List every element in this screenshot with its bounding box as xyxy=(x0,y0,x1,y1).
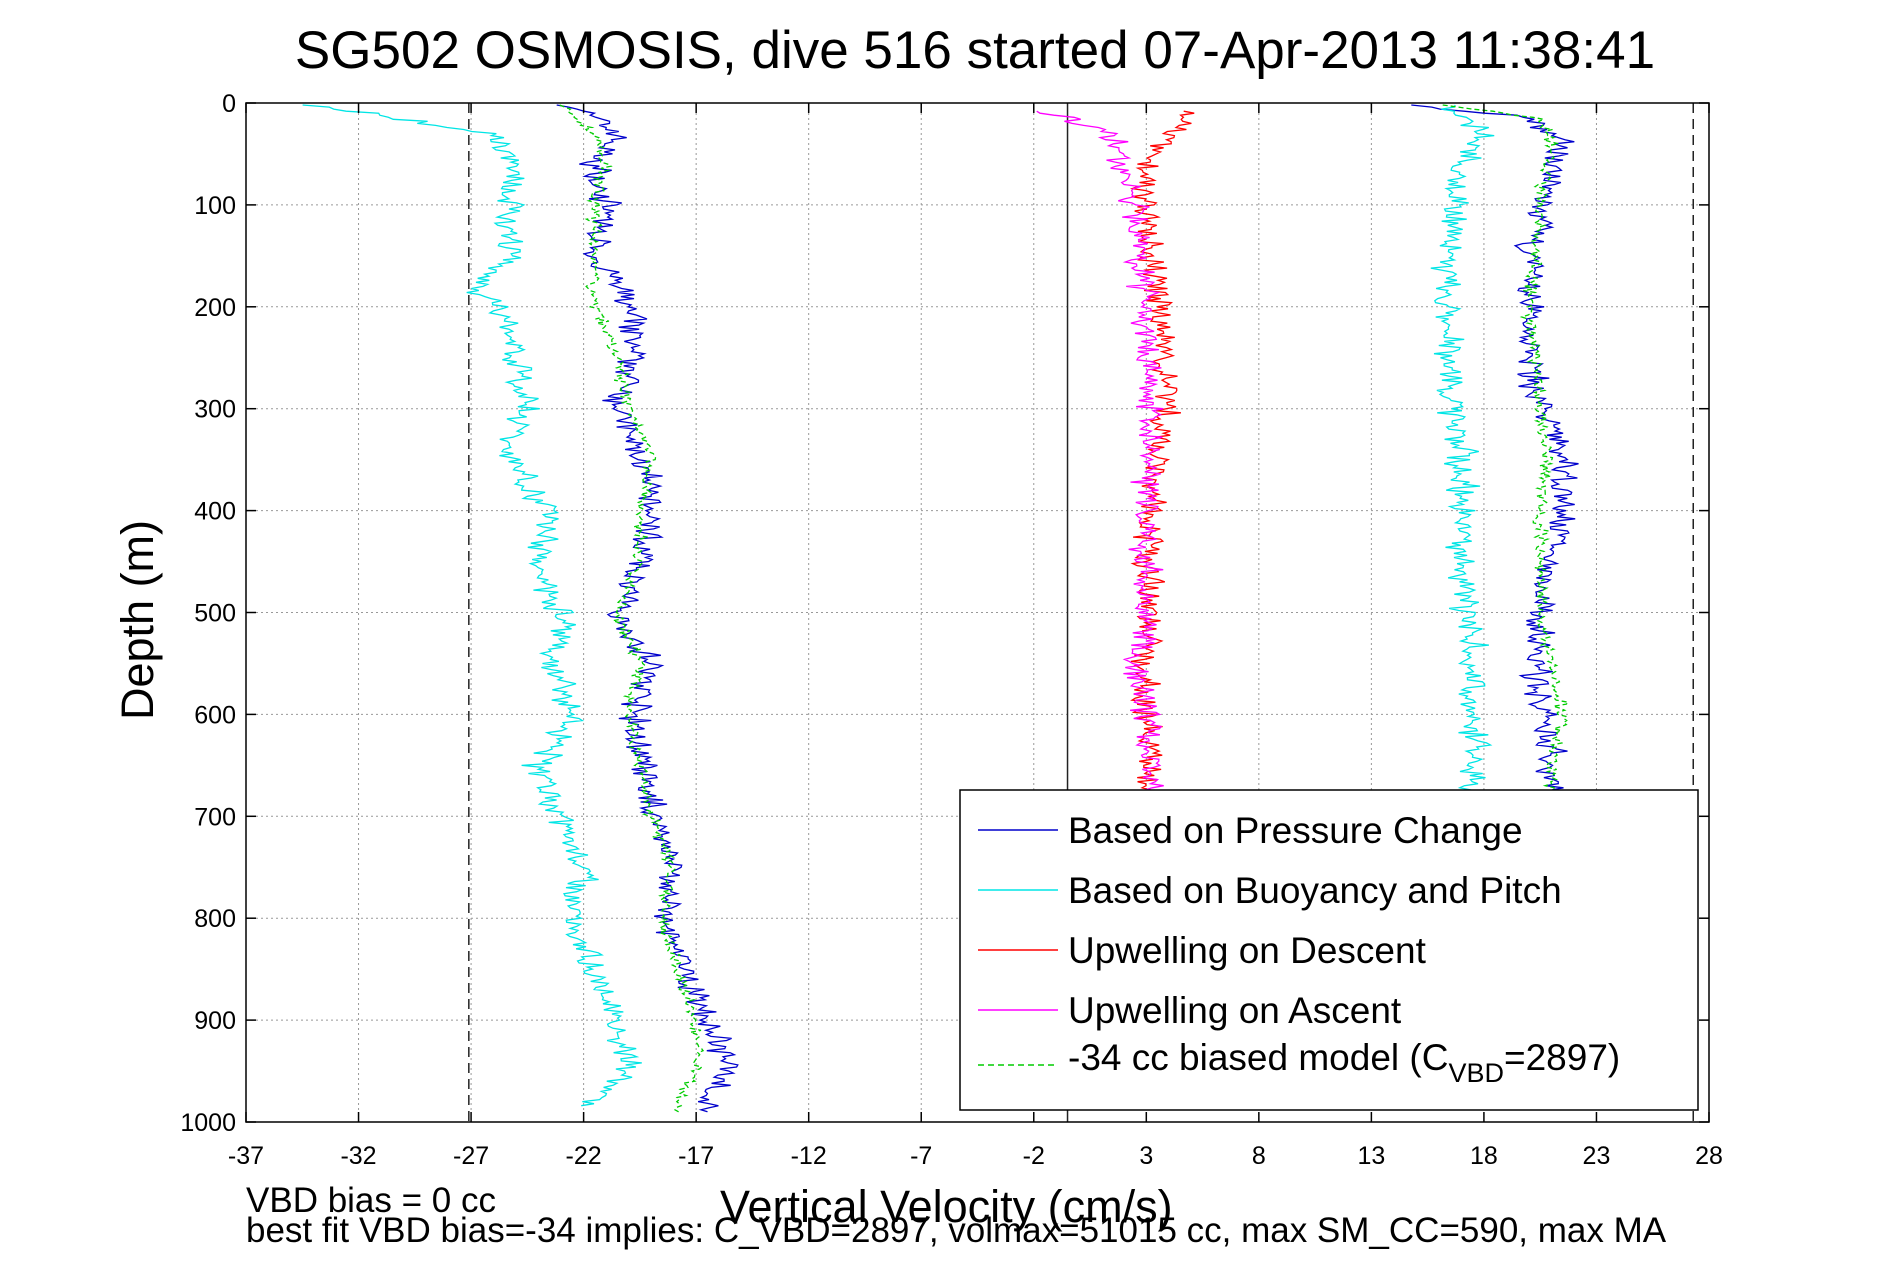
x-tick-label: 8 xyxy=(1252,1142,1266,1170)
x-axis-ticks: -37 -32 -27 -22 -17 -12 -7 -2 3 8 13 18 23 28 xyxy=(228,103,1723,1170)
x-tick-label: -17 xyxy=(678,1142,714,1170)
x-tick-label: 18 xyxy=(1470,1142,1498,1170)
y-tick-label: 400 xyxy=(194,498,236,526)
y-tick-label: 500 xyxy=(194,600,236,628)
series-line-0-0 xyxy=(556,104,739,1113)
x-tick-label: 3 xyxy=(1139,1142,1153,1170)
y-tick-label: 200 xyxy=(194,294,236,322)
x-tick-label: -2 xyxy=(1023,1142,1045,1170)
y-tick-label: 700 xyxy=(194,803,236,831)
series-line-3-0 xyxy=(1036,110,1164,797)
series-line-1-0 xyxy=(302,104,642,1107)
x-tick-label: 23 xyxy=(1583,1142,1611,1170)
x-tick-label: -27 xyxy=(453,1142,489,1170)
footer-best-fit: best fit VBD bias=-34 implies: C_VBD=289… xyxy=(246,1211,1667,1250)
x-tick-label: -32 xyxy=(340,1142,376,1170)
legend-box xyxy=(959,789,1699,1111)
x-tick-label: -37 xyxy=(228,1142,264,1170)
legend-label: Upwelling on Ascent xyxy=(1068,990,1402,1031)
x-tick-label: -22 xyxy=(566,1142,602,1170)
legend-label: Based on Buoyancy and Pitch xyxy=(1068,870,1562,911)
y-axis-label: Depth (m) xyxy=(112,520,163,720)
y-tick-label: 300 xyxy=(194,396,236,424)
legend-label-model: -34 cc biased model (CVBD=2897) xyxy=(1068,1037,1620,1088)
y-tick-label: 100 xyxy=(194,192,236,220)
series-lines xyxy=(302,104,1579,1113)
chart-title: SG502 OSMOSIS, dive 516 started 07-Apr-2… xyxy=(295,21,1655,80)
legend: Based on Pressure Change Based on Buoyanc… xyxy=(959,789,1699,1111)
legend-label: Upwelling on Descent xyxy=(1068,930,1427,971)
y-tick-label: 600 xyxy=(194,701,236,729)
series-line-4-0 xyxy=(559,104,705,1113)
y-tick-label: 900 xyxy=(194,1007,236,1035)
x-tick-label: -12 xyxy=(791,1142,827,1170)
legend-label: Based on Pressure Change xyxy=(1068,810,1523,851)
x-axis-label: Vertical Velocity (cm/s) xyxy=(720,1181,1173,1232)
y-tick-label: 0 xyxy=(222,90,236,118)
series-line-0-1 xyxy=(1411,104,1579,797)
y-tick-label: 800 xyxy=(194,905,236,933)
y-axis-ticks: 0 100 200 300 400 500 600 700 800 900 1000 xyxy=(180,90,1709,1137)
footer-vbd-bias: VBD bias = 0 cc xyxy=(246,1181,496,1220)
series-line-4-1 xyxy=(1442,104,1570,797)
y-tick-label: 1000 xyxy=(180,1109,236,1137)
x-tick-label: 13 xyxy=(1357,1142,1385,1170)
x-tick-label: 28 xyxy=(1695,1142,1723,1170)
series-line-1-1 xyxy=(1430,104,1495,797)
x-tick-label: -7 xyxy=(910,1142,932,1170)
